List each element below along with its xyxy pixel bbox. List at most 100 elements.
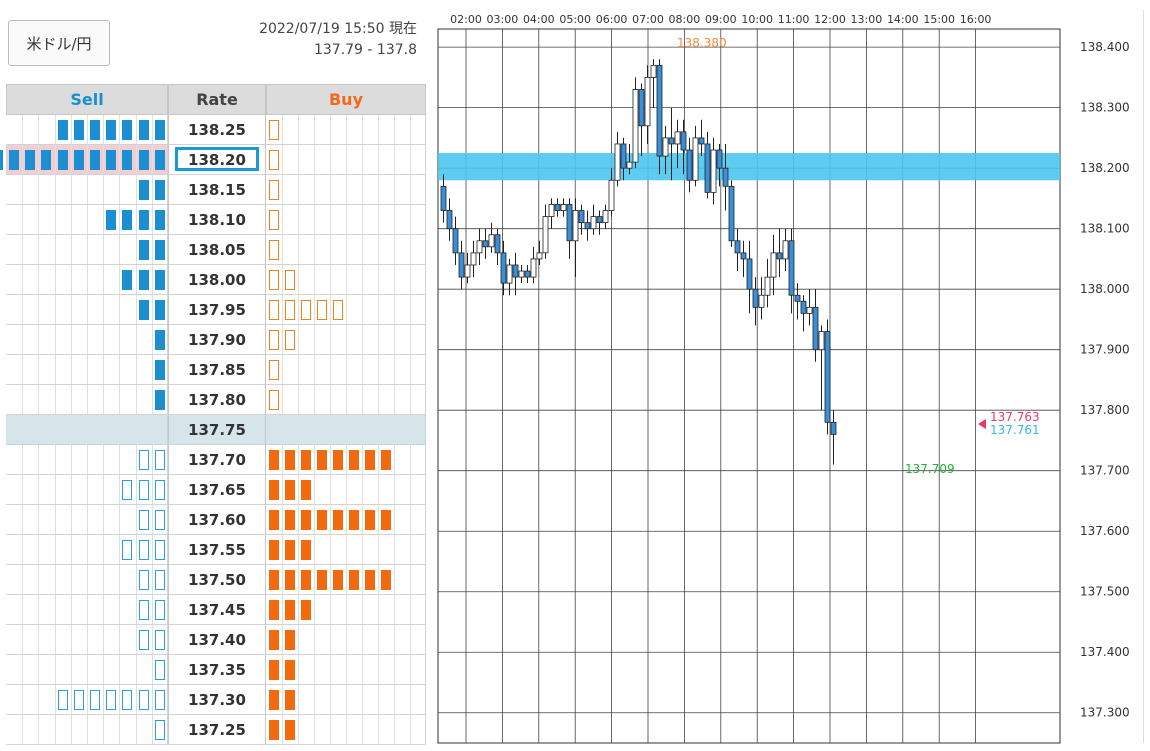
rate-cell[interactable]: 138.00 — [168, 265, 266, 295]
sell-volume-block — [90, 120, 100, 140]
candle-body — [626, 161, 633, 169]
order-book-row[interactable]: 137.95 — [6, 295, 426, 325]
buy-volume-block — [269, 600, 279, 620]
sell-volume-block — [154, 690, 165, 710]
order-book-row[interactable]: 137.40 — [6, 625, 426, 655]
candle-body — [656, 64, 663, 157]
time-tick-label: 08:00 — [669, 13, 701, 26]
order-book-row[interactable]: 137.50 — [6, 565, 426, 595]
sell-volume-block — [154, 480, 165, 500]
candle-body — [752, 288, 759, 308]
time-tick-label: 07:00 — [632, 13, 664, 26]
buy-cells — [266, 445, 426, 475]
rate-cell[interactable]: 137.90 — [168, 325, 266, 355]
buy-volume-block — [285, 450, 295, 470]
sell-volume-block — [122, 480, 133, 500]
rate-cell[interactable]: 137.55 — [168, 535, 266, 565]
rate-cell[interactable]: 138.25 — [168, 115, 266, 145]
order-book-row[interactable]: 137.60 — [6, 505, 426, 535]
order-book-row[interactable]: 137.35 — [6, 655, 426, 685]
order-book-row[interactable]: 137.90 — [6, 325, 426, 355]
candle-body — [560, 204, 567, 211]
rate-cell[interactable]: 137.65 — [168, 475, 266, 505]
buy-volume-block — [269, 510, 279, 530]
candle-body — [446, 210, 453, 230]
buy-volume-block — [285, 540, 295, 560]
candle-body — [680, 131, 687, 151]
rate-cell[interactable]: 137.45 — [168, 595, 266, 625]
candle-body — [584, 222, 591, 230]
rate-cell[interactable]: 137.35 — [168, 655, 266, 685]
candle-body — [830, 421, 837, 435]
currency-pair-button[interactable]: 米ドル/円 — [8, 20, 110, 66]
order-book-row[interactable]: 137.80 — [6, 385, 426, 415]
time-tick-label: 06:00 — [596, 13, 628, 26]
rate-cell[interactable]: 137.75 — [168, 415, 266, 445]
candle-body — [794, 294, 801, 302]
sell-cells — [6, 295, 168, 325]
buy-volume-block — [301, 300, 311, 320]
buy-cells — [266, 535, 426, 565]
buy-volume-block — [381, 450, 391, 470]
sell-volume-block — [138, 690, 149, 710]
rate-cell[interactable]: 137.40 — [168, 625, 266, 655]
candle-body — [788, 240, 795, 296]
rate-cell[interactable]: 138.05 — [168, 235, 266, 265]
order-book-row[interactable]: 137.25 — [6, 715, 426, 745]
order-book-row[interactable]: 137.70 — [6, 445, 426, 475]
rate-cell[interactable]: 137.95 — [168, 295, 266, 325]
rate-cell[interactable]: 137.85 — [168, 355, 266, 385]
candlestick-chart-svg[interactable]: 02:00 03:00 04:00 05:00 06:00 07:00 08:00 09:00… — [430, 0, 1145, 751]
order-book-row[interactable]: 137.85 — [6, 355, 426, 385]
rate-cell[interactable]: 138.20 — [168, 145, 266, 175]
rate-cell[interactable]: 137.80 — [168, 385, 266, 415]
order-book-row[interactable]: 138.20 — [0, 145, 426, 175]
sell-volume-block — [138, 210, 149, 230]
sell-cells — [6, 115, 168, 145]
price-chart[interactable]: 02:00 03:00 04:00 05:00 06:00 07:00 08:00 09:00… — [430, 0, 1145, 751]
order-book-row[interactable]: 138.00 — [6, 265, 426, 295]
candle-body — [812, 306, 819, 351]
sell-volume-block — [122, 540, 133, 560]
buy-cells — [266, 175, 426, 205]
buy-cells — [266, 715, 426, 745]
candle-body — [674, 131, 681, 145]
order-book-row[interactable]: 137.65 — [6, 475, 426, 505]
candle-body — [704, 143, 711, 193]
order-book-row[interactable]: 137.45 — [6, 595, 426, 625]
order-book-row[interactable]: 138.10 — [6, 205, 426, 235]
sell-volume-block — [25, 150, 36, 170]
rate-cell[interactable]: 137.30 — [168, 685, 266, 715]
sell-volume-block — [57, 120, 68, 140]
order-book-row[interactable]: 138.05 — [6, 235, 426, 265]
order-book-row[interactable]: 138.25 — [6, 115, 426, 145]
rate-cell[interactable]: 138.15 — [168, 175, 266, 205]
sell-cells — [6, 595, 168, 625]
sell-volume-block — [138, 450, 149, 470]
order-book-row[interactable]: 138.15 — [6, 175, 426, 205]
order-book-row[interactable]: 137.55 — [6, 535, 426, 565]
rate-cell[interactable]: 137.25 — [168, 715, 266, 745]
buy-cells — [266, 625, 426, 655]
rate-cell[interactable]: 137.50 — [168, 565, 266, 595]
time-tick-label: 02:00 — [450, 13, 482, 26]
price-tick-label: 138.400 — [1080, 40, 1130, 54]
sell-volume-block — [154, 720, 165, 740]
buy-volume-block — [285, 630, 295, 650]
rate-cell[interactable]: 137.60 — [168, 505, 266, 535]
order-book-row[interactable]: 137.30 — [6, 685, 426, 715]
buy-volume-block — [269, 180, 279, 200]
rate-cell[interactable]: 137.70 — [168, 445, 266, 475]
sell-volume-block — [106, 690, 117, 710]
sell-volume-block — [90, 690, 100, 710]
buy-volume-block — [333, 570, 343, 590]
buy-volume-block — [269, 450, 279, 470]
order-book-row[interactable]: 137.75 — [6, 415, 426, 445]
buy-volume-block — [333, 300, 343, 320]
candle-body — [632, 89, 639, 163]
sell-header: Sell — [6, 84, 168, 115]
buy-cells — [266, 115, 426, 145]
candle-body — [764, 276, 771, 296]
rate-cell[interactable]: 138.10 — [168, 205, 266, 235]
sell-volume-block — [0, 150, 3, 170]
